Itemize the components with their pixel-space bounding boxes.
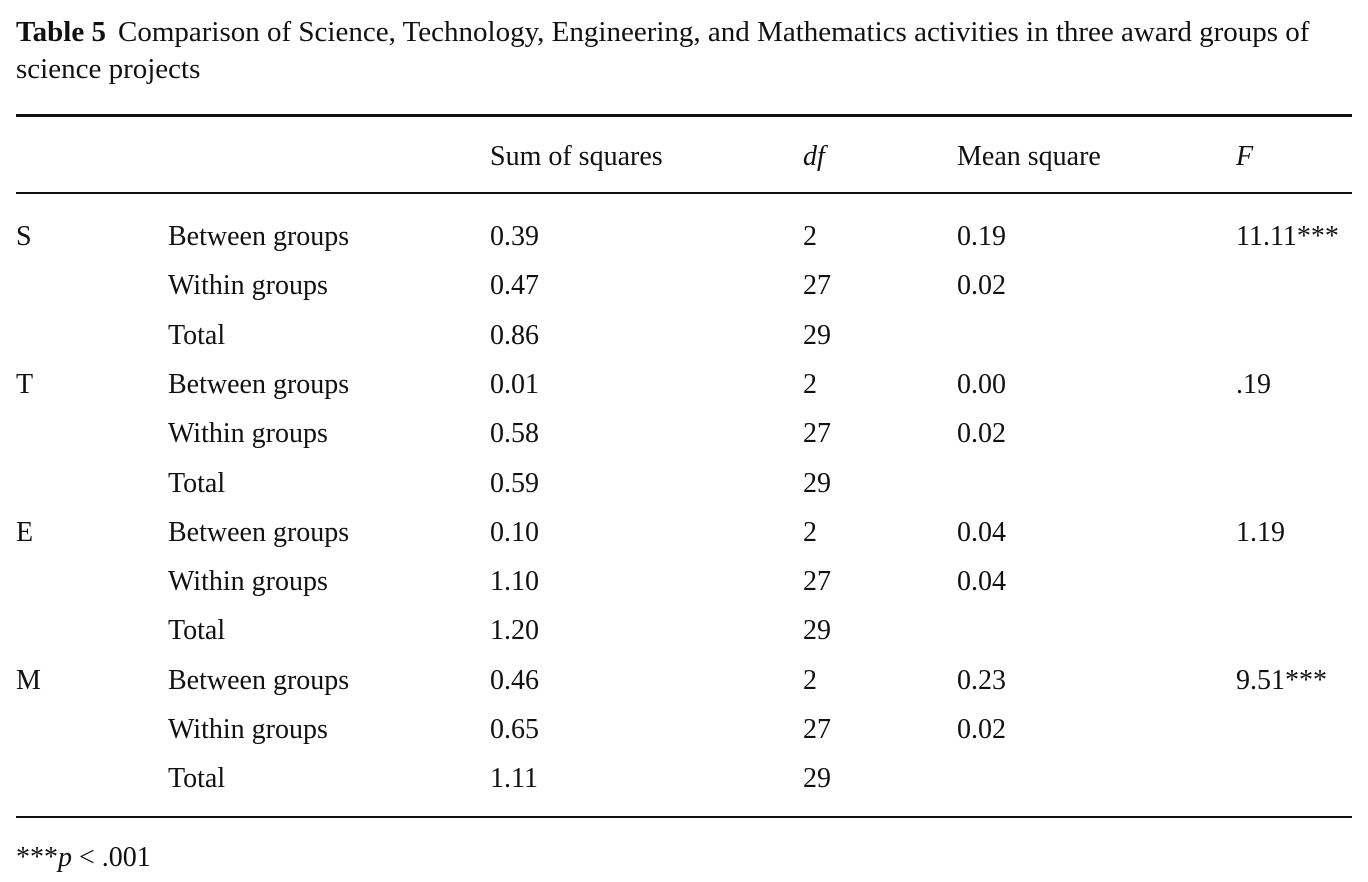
header-rule bbox=[16, 192, 1352, 194]
cell-source: Between groups bbox=[168, 368, 350, 400]
cell-mean-square: 0.04 bbox=[957, 566, 1006, 598]
cell-source: Within groups bbox=[168, 270, 328, 302]
table-row: Within groups 0.47 27 0.02 bbox=[0, 261, 1368, 310]
cell-df: 27 bbox=[803, 270, 831, 302]
cell-source: Within groups bbox=[168, 418, 328, 450]
header-row: Sum of squares df Mean square F bbox=[0, 132, 1368, 181]
cell-mean-square: 0.02 bbox=[957, 418, 1006, 450]
cell-source: Within groups bbox=[168, 566, 328, 598]
cell-df: 29 bbox=[803, 763, 831, 795]
footnote-stars: *** bbox=[16, 842, 58, 873]
footnote-text: < .001 bbox=[72, 842, 151, 873]
cell-source: Within groups bbox=[168, 714, 328, 745]
cell-sum-of-squares: 0.65 bbox=[490, 714, 539, 745]
table-row: M Between groups 0.46 2 0.23 9.51*** bbox=[0, 656, 1368, 705]
caption-text: Comparison of Science, Technology, Engin… bbox=[16, 16, 1310, 85]
cell-source: Between groups bbox=[168, 664, 350, 696]
cell-sum-of-squares: 0.39 bbox=[490, 221, 539, 252]
cell-f: 9.51*** bbox=[1236, 664, 1327, 696]
cell-df: 27 bbox=[803, 418, 831, 450]
cell-source: Total bbox=[168, 319, 226, 351]
cell-f: .19 bbox=[1236, 368, 1271, 400]
cell-sum-of-squares: 0.01 bbox=[490, 368, 539, 400]
cell-source: Between groups bbox=[168, 516, 350, 548]
cell-variable: E bbox=[16, 516, 34, 548]
cell-df: 29 bbox=[803, 319, 831, 351]
cell-df: 2 bbox=[803, 221, 817, 252]
cell-sum-of-squares: 1.11 bbox=[490, 763, 538, 795]
cell-mean-square: 0.02 bbox=[957, 714, 1006, 745]
table-row: Within groups 0.65 27 0.02 bbox=[0, 705, 1368, 754]
cell-df: 2 bbox=[803, 368, 817, 400]
cell-sum-of-squares: 1.10 bbox=[490, 566, 539, 598]
header-sum-of-squares: Sum of squares bbox=[490, 141, 663, 172]
header-df: df bbox=[803, 141, 825, 172]
cell-df: 2 bbox=[803, 664, 817, 696]
bottom-rule bbox=[16, 816, 1352, 818]
cell-sum-of-squares: 0.10 bbox=[490, 516, 539, 548]
cell-mean-square: 0.23 bbox=[957, 664, 1006, 696]
cell-source: Between groups bbox=[168, 221, 350, 252]
cell-df: 2 bbox=[803, 516, 817, 548]
table-row: S Between groups 0.39 2 0.19 11.11*** bbox=[0, 212, 1368, 261]
table-row: Total 1.11 29 bbox=[0, 754, 1368, 803]
footnote: ***p < .001 bbox=[16, 838, 151, 878]
table-row: Total 0.86 29 bbox=[0, 311, 1368, 360]
top-rule bbox=[16, 114, 1352, 117]
cell-mean-square: 0.04 bbox=[957, 516, 1006, 548]
cell-mean-square: 0.02 bbox=[957, 270, 1006, 302]
cell-sum-of-squares: 1.20 bbox=[490, 615, 539, 647]
cell-variable: T bbox=[16, 368, 34, 400]
table-row: Total 0.59 29 bbox=[0, 459, 1368, 508]
cell-f: 1.19 bbox=[1236, 516, 1285, 548]
cell-sum-of-squares: 0.58 bbox=[490, 418, 539, 450]
cell-source: Total bbox=[168, 615, 226, 647]
table-row: Total 1.20 29 bbox=[0, 606, 1368, 655]
table-row: Within groups 0.58 27 0.02 bbox=[0, 409, 1368, 458]
cell-variable: S bbox=[16, 221, 32, 252]
cell-mean-square: 0.19 bbox=[957, 221, 1006, 252]
table-row: E Between groups 0.10 2 0.04 1.19 bbox=[0, 508, 1368, 557]
table-row: T Between groups 0.01 2 0.00 .19 bbox=[0, 360, 1368, 409]
table-caption: Table 5 Comparison of Science, Technology… bbox=[16, 14, 1361, 88]
cell-sum-of-squares: 0.59 bbox=[490, 467, 539, 499]
header-f: F bbox=[1236, 141, 1254, 172]
table-label: Table 5 bbox=[16, 16, 106, 48]
cell-df: 29 bbox=[803, 467, 831, 499]
cell-variable: M bbox=[16, 664, 41, 696]
header-mean-square: Mean square bbox=[957, 141, 1101, 172]
cell-df: 29 bbox=[803, 615, 831, 647]
cell-source: Total bbox=[168, 467, 226, 499]
cell-source: Total bbox=[168, 763, 226, 795]
cell-f: 11.11*** bbox=[1236, 221, 1339, 252]
cell-df: 27 bbox=[803, 566, 831, 598]
cell-df: 27 bbox=[803, 714, 831, 745]
cell-sum-of-squares: 0.86 bbox=[490, 319, 539, 351]
cell-mean-square: 0.00 bbox=[957, 368, 1006, 400]
footnote-p: p bbox=[58, 842, 72, 873]
cell-sum-of-squares: 0.46 bbox=[490, 664, 539, 696]
table-row: Within groups 1.10 27 0.04 bbox=[0, 557, 1368, 606]
cell-sum-of-squares: 0.47 bbox=[490, 270, 539, 302]
